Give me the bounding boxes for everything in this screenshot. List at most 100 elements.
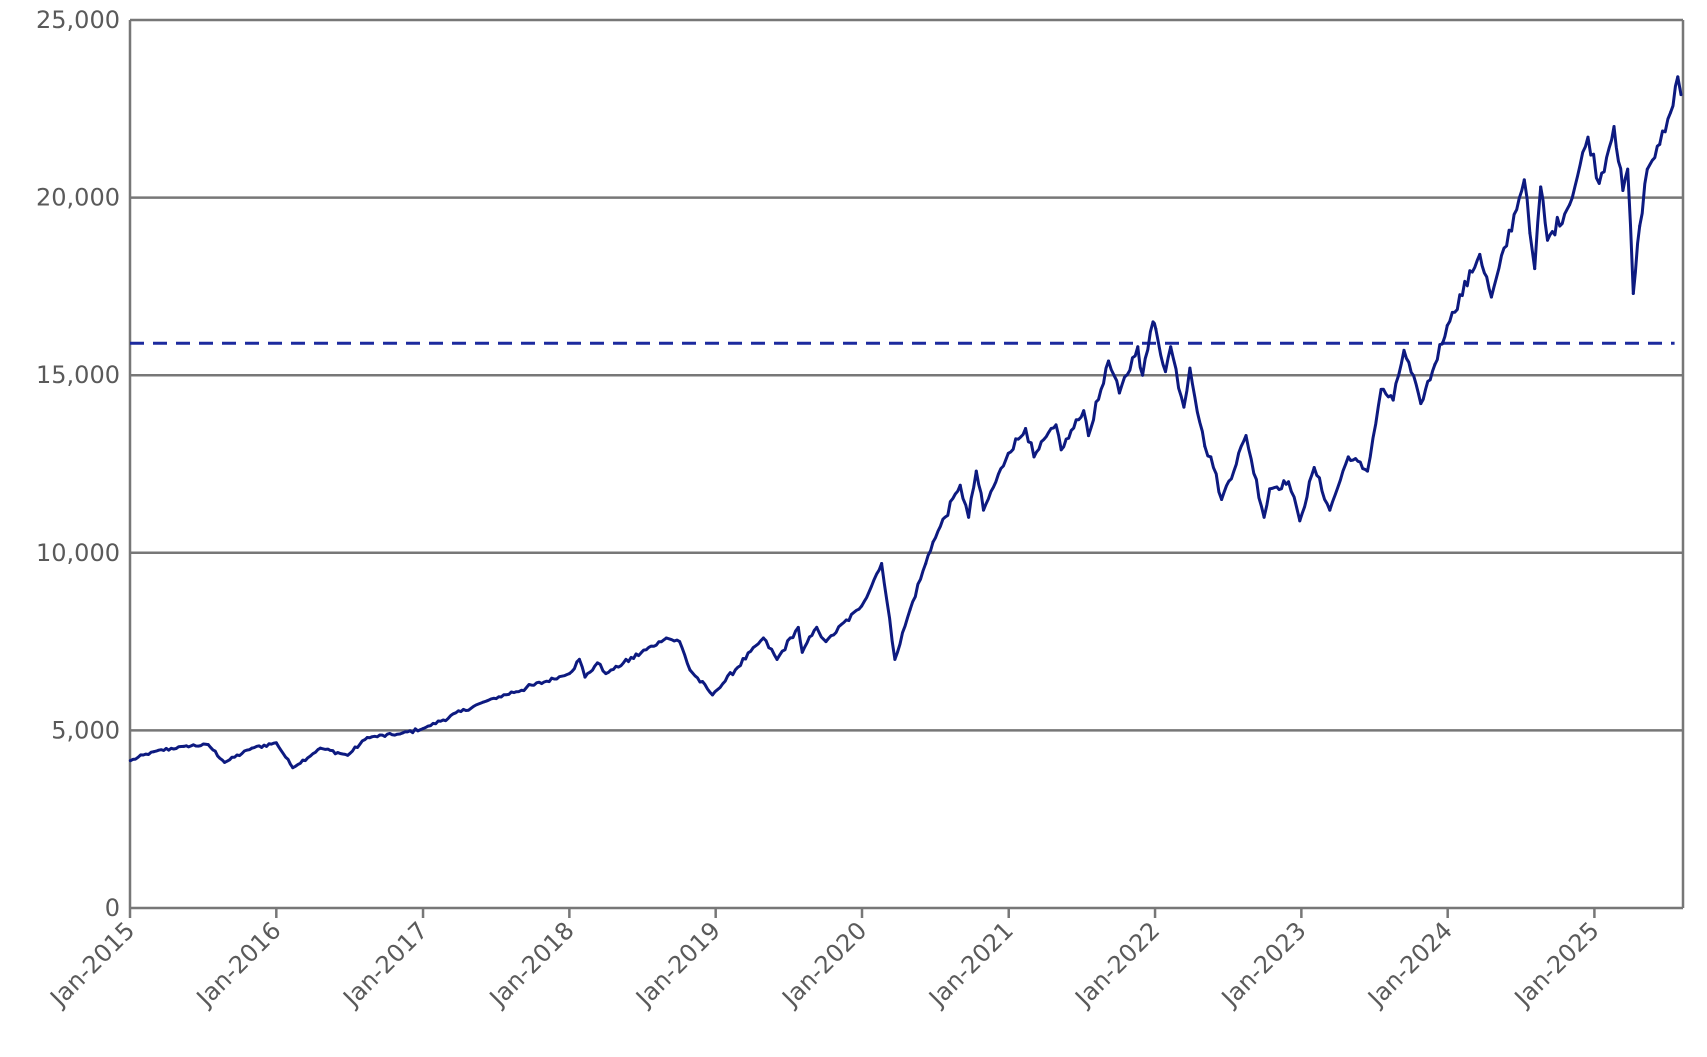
data-point [1169,345,1173,349]
data-point [800,650,804,654]
data-point [250,746,254,750]
data-point [678,640,682,644]
data-point [1312,466,1316,470]
data-point [974,469,978,473]
data-point [398,732,402,736]
data-point [1645,167,1649,171]
x-tick-label: Jan-2024 [1361,916,1458,1013]
data-point [1433,363,1437,367]
data-point [1679,93,1683,97]
series-layer [128,75,1683,770]
x-tick-label: Jan-2020 [776,916,873,1013]
data-point [710,693,714,697]
data-point [860,604,864,608]
data-point [1082,409,1086,413]
horizontal-gridlines [130,18,1683,732]
x-tick-label: Jan-2016 [190,916,287,1013]
data-point [1163,370,1167,374]
data-point [1117,391,1121,395]
data-point [421,727,425,731]
data-point [1631,292,1635,296]
data-point [1059,448,1063,452]
data-point [604,672,608,676]
data-point [346,753,350,757]
x-tick-label: Jan-2023 [1215,916,1312,1013]
y-tick-label: 5,000 [51,716,120,744]
data-point [1379,387,1383,391]
axes [128,20,1685,918]
data-point [880,561,884,565]
data-point [1054,423,1058,427]
data-point [1154,327,1158,331]
data-point [1188,366,1192,370]
x-tick-label: Jan-2021 [922,916,1019,1013]
y-tick-label: 10,000 [36,539,120,567]
data-point [1328,508,1332,512]
data-point [664,636,668,640]
data-point [128,759,132,763]
data-point [1268,487,1272,491]
data-point [595,661,599,665]
data-point [577,657,581,661]
data-point [824,640,828,644]
data-point [815,625,819,629]
x-tick-label: Jan-2017 [337,916,434,1013]
y-tick-label: 25,000 [36,6,120,34]
y-tick-label: 20,000 [36,184,120,212]
data-point [567,672,571,676]
data-point [152,750,156,754]
x-tick-labels: Jan-2015 Jan-2016 Jan-2017 Jan-2018 Jan-2019… [44,916,1605,1013]
data-point [1107,359,1111,363]
data-point [688,668,692,672]
data-point [206,743,210,747]
y-tick-label: 15,000 [36,361,120,389]
data-point [1626,167,1630,171]
data-point [318,746,322,750]
data-point [1676,75,1680,79]
y-tick-labels: 0 5,000 10,000 15,000 20,000 25,000 [36,6,120,922]
data-point [1612,125,1616,129]
data-point [1489,295,1493,299]
data-point [1621,188,1625,192]
data-point [1151,320,1155,324]
data-point [274,741,278,745]
data-point [1402,348,1406,352]
data-point [1522,178,1526,182]
data-point [1546,238,1550,242]
x-tick-label: Jan-2022 [1069,916,1166,1013]
data-point [1209,455,1213,459]
data-point [1346,455,1350,459]
data-point [958,483,962,487]
data-point [761,636,765,640]
data-point [1658,142,1662,146]
data-point [1533,267,1537,271]
data-point [1262,515,1266,519]
data-point [967,515,971,519]
data-point [1024,426,1028,430]
data-point [1669,110,1673,114]
data-point [1445,323,1449,327]
y-tick-label: 0 [105,894,120,922]
data-point [223,760,227,764]
data-point [1182,405,1186,409]
data-point [1032,455,1036,459]
data-point [1597,181,1601,185]
data-point [1141,373,1145,377]
data-point [365,736,369,740]
data-point [1366,469,1370,473]
data-point [1638,224,1642,228]
data-point [1086,434,1090,438]
data-point [1298,519,1302,523]
data-point [1528,231,1532,235]
data-point [1244,434,1248,438]
data-point [1136,345,1140,349]
data-point [1419,402,1423,406]
x-tick-label: Jan-2025 [1508,916,1605,1013]
data-point [1220,498,1224,502]
data-point [1203,444,1207,448]
data-point [924,561,928,565]
data-point [893,657,897,661]
data-point [1287,480,1291,484]
data-point [1586,135,1590,139]
